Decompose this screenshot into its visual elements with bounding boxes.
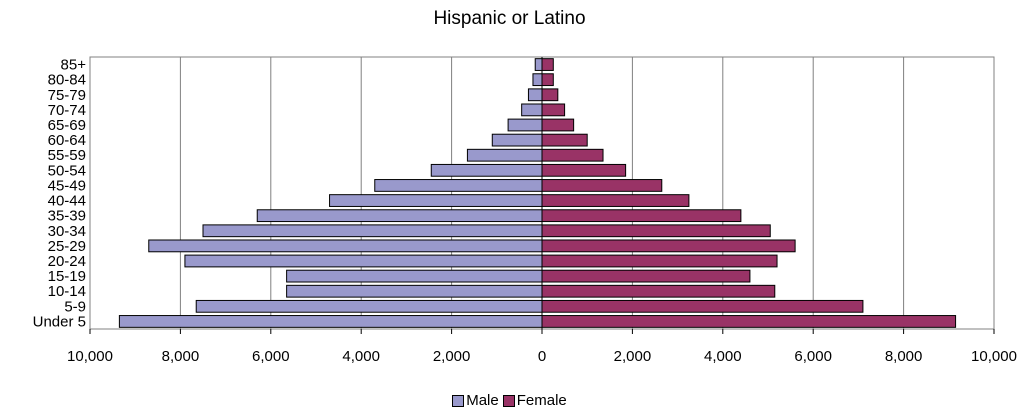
bar-male-25-29 (148, 239, 543, 253)
bar-female-85+ (541, 58, 554, 71)
bar-female-60-64 (541, 133, 588, 147)
y-tick-label: 35-39 (48, 208, 86, 225)
bar-female-15-19 (541, 269, 751, 283)
bar-female-75-79 (541, 88, 559, 102)
bar-female-30-34 (541, 224, 771, 238)
y-tick-label: 10-14 (48, 283, 86, 300)
bar-female-80-84 (541, 73, 554, 87)
bar-female-50-54 (541, 163, 627, 177)
legend-swatch-male (452, 394, 465, 407)
bar-male-45-49 (374, 179, 543, 192)
y-tick-label: 20-24 (48, 253, 86, 270)
bar-male-10-14 (286, 284, 543, 298)
legend-item-male: Male (452, 392, 499, 409)
x-tick-label: 10,000 (971, 348, 1017, 365)
x-tick-label: 6,000 (252, 348, 290, 365)
y-tick-label: 25-29 (48, 238, 86, 255)
bar-female-40-44 (541, 194, 690, 207)
bar-female-55-59 (541, 148, 604, 162)
bar-female-5-9 (541, 299, 864, 313)
bar-female-20-24 (541, 254, 778, 268)
bars (118, 58, 957, 328)
bar-male-85+ (534, 58, 543, 71)
bar-male-80-84 (532, 73, 543, 87)
x-tick-label: 2,000 (614, 348, 652, 365)
bar-female-70-74 (541, 103, 566, 117)
y-tick-label: 50-54 (48, 162, 86, 179)
bar-male-50-54 (430, 163, 543, 177)
legend-swatch-female (502, 394, 515, 407)
legend-label-female: Female (516, 392, 567, 409)
bar-female-65-69 (541, 118, 575, 132)
y-tick-label: 75-79 (48, 87, 86, 104)
bar-female-Under 5 (541, 315, 957, 328)
bar-male-55-59 (466, 148, 543, 162)
bar-male-5-9 (195, 299, 543, 313)
y-tick-label: 80-84 (48, 72, 86, 89)
y-tick-label: 85+ (61, 57, 87, 74)
bar-female-25-29 (541, 239, 796, 253)
bar-male-75-79 (527, 88, 543, 102)
bar-male-65-69 (507, 118, 543, 132)
y-tick-label: 15-19 (48, 268, 86, 285)
y-tick-label: 70-74 (48, 102, 86, 119)
y-tick-label: 5-9 (64, 298, 86, 315)
x-tick-label: 4,000 (704, 348, 742, 365)
y-tick-label: 45-49 (48, 177, 86, 194)
bar-female-45-49 (541, 179, 663, 192)
x-tick-label: 6,000 (794, 348, 832, 365)
legend-label-male: Male (466, 392, 499, 409)
x-tick-label: 8,000 (162, 348, 200, 365)
chart-title: Hispanic or Latino (433, 8, 586, 29)
legend-item-female: Female (502, 392, 567, 409)
y-tick-label: 60-64 (48, 132, 86, 149)
x-tick-label: 10,000 (67, 348, 113, 365)
bar-male-70-74 (521, 103, 543, 117)
bar-female-10-14 (541, 284, 776, 298)
x-tick-label: 2,000 (433, 348, 471, 365)
x-axis-labels: 10,000 8,000 6,000 4,000 2,000 0 2,000 4,000 6,0… (67, 348, 1017, 365)
bar-male-35-39 (256, 209, 543, 223)
bar-male-20-24 (184, 254, 543, 268)
x-tick-label: 4,000 (342, 348, 380, 365)
y-tick-label: 40-44 (48, 193, 86, 210)
bar-male-40-44 (329, 194, 543, 207)
bar-male-30-34 (202, 224, 543, 238)
y-tick-label: 30-34 (48, 223, 86, 240)
y-tick-label: 55-59 (48, 147, 86, 164)
y-axis-labels: Under 55-910-1415-1920-2425-2930-3435-39… (33, 57, 87, 331)
x-tick-label: 8,000 (885, 348, 923, 365)
bar-male-15-19 (286, 269, 543, 283)
bar-male-60-64 (491, 133, 543, 147)
legend: Male Female (0, 392, 1019, 409)
y-tick-label: 65-69 (48, 117, 86, 134)
x-tick-label: 0 (538, 348, 546, 365)
bar-female-35-39 (541, 209, 742, 223)
bar-male-Under 5 (118, 315, 543, 328)
y-tick-label: Under 5 (33, 313, 86, 330)
